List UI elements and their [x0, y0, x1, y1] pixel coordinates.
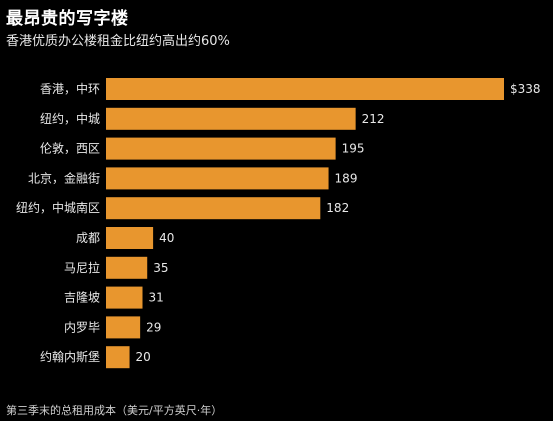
- bar: [106, 286, 143, 309]
- chart-subtitle: 香港优质办公楼租金比纽约高出约60%: [6, 34, 230, 49]
- category-label: 北京，金融街: [28, 170, 100, 185]
- category-label: 成都: [76, 231, 100, 245]
- category-label: 约翰内斯堡: [40, 349, 100, 364]
- chart-footnote: 第三季末的总租用成本（美元/平方英尺·年）: [6, 404, 223, 417]
- category-label: 吉隆坡: [64, 290, 100, 305]
- category-label: 香港，中环: [40, 81, 100, 96]
- bar: [106, 316, 141, 339]
- category-label: 纽约，中城南区: [16, 200, 100, 215]
- value-label: $338: [510, 82, 541, 96]
- bar: [106, 346, 130, 369]
- category-label: 伦敦，西区: [40, 141, 100, 156]
- value-label: 182: [326, 201, 349, 215]
- value-label: 35: [153, 261, 168, 275]
- bar: [106, 167, 329, 190]
- bar: [106, 227, 154, 249]
- bar: [106, 107, 356, 130]
- value-label: 189: [335, 171, 358, 185]
- category-label: 马尼拉: [64, 260, 100, 275]
- value-label: 31: [149, 291, 164, 305]
- value-label: 212: [362, 112, 385, 126]
- bar: [106, 197, 321, 220]
- chart-title: 最昂贵的写字楼: [6, 9, 129, 29]
- category-label: 内罗毕: [64, 320, 100, 334]
- category-label: 纽约，中城: [40, 111, 100, 126]
- value-label: 20: [136, 350, 151, 364]
- value-label: 40: [159, 231, 174, 245]
- bar: [106, 256, 148, 279]
- bar: [106, 78, 504, 100]
- bar: [106, 137, 336, 160]
- value-label: 29: [146, 320, 161, 334]
- value-label: 195: [342, 142, 365, 156]
